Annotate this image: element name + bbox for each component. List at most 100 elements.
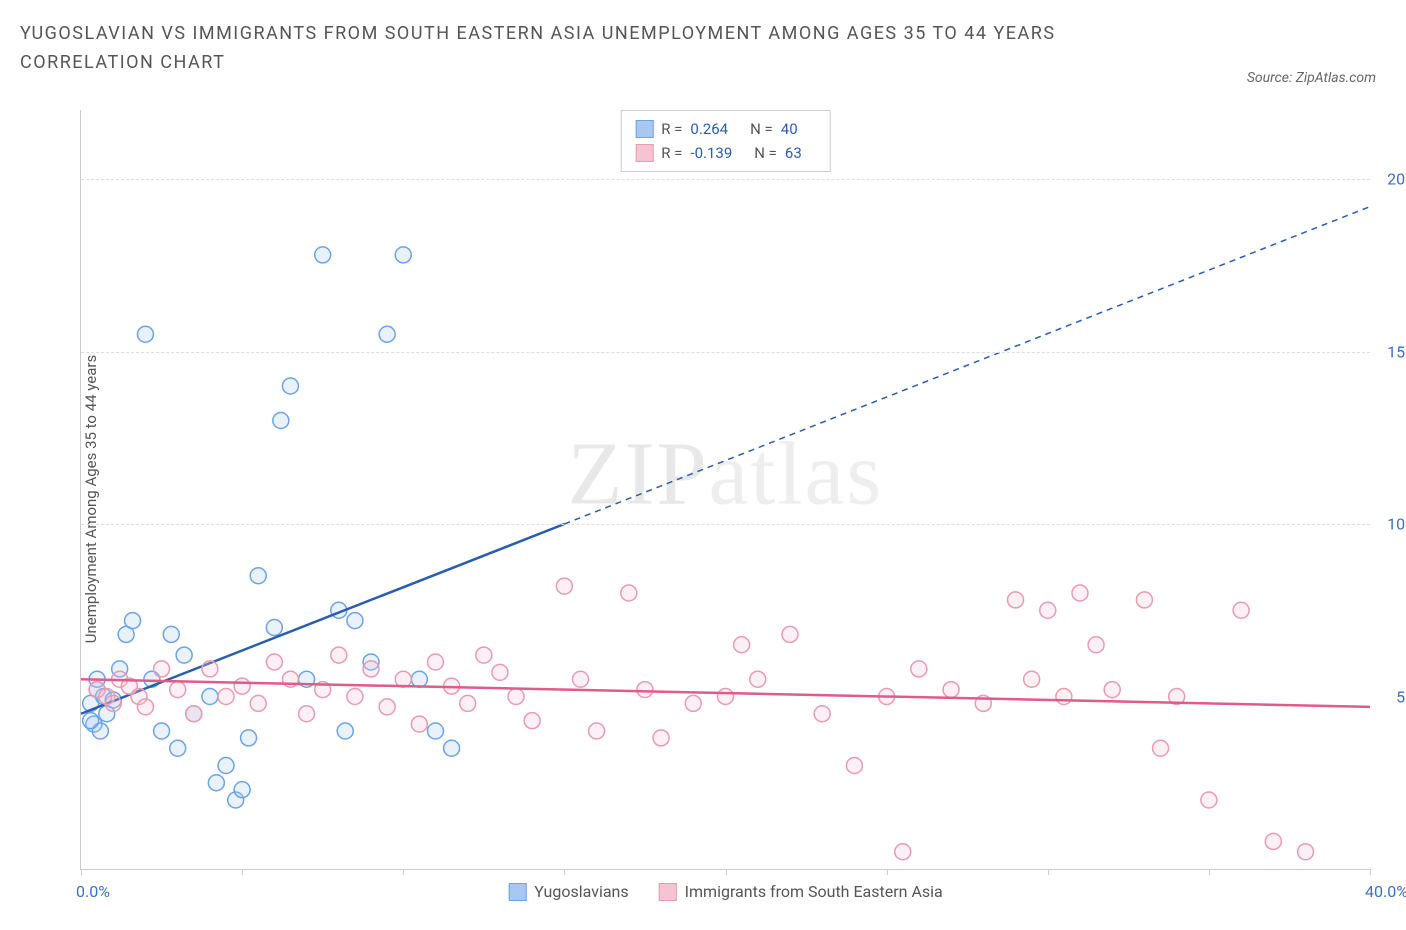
scatter-point-sea — [1040, 602, 1056, 618]
swatch-yugo — [635, 120, 653, 138]
scatter-point-yugo — [315, 247, 331, 263]
scatter-point-sea — [508, 689, 524, 705]
scatter-point-sea — [1088, 637, 1104, 653]
scatter-point-sea — [1072, 585, 1088, 601]
scatter-point-sea — [1008, 592, 1024, 608]
scatter-point-yugo — [444, 740, 460, 756]
scatter-point-yugo — [83, 713, 99, 729]
y-tick-label: 10.0% — [1387, 515, 1406, 534]
scatter-point-sea — [379, 699, 395, 715]
scatter-point-yugo — [125, 613, 141, 629]
scatter-point-sea — [347, 689, 363, 705]
x-tick — [1048, 869, 1049, 875]
scatter-point-sea — [1056, 689, 1072, 705]
scatter-point-yugo — [241, 730, 257, 746]
scatter-point-sea — [427, 654, 443, 670]
scatter-point-yugo — [154, 723, 170, 739]
scatter-point-sea — [1298, 844, 1314, 860]
gridline — [81, 524, 1370, 525]
x-tick — [81, 869, 82, 875]
correlation-legend: R = 0.264 N = 40 R = -0.139 N = 63 — [620, 110, 831, 172]
x-tick-label: 40.0% — [1365, 882, 1406, 901]
x-tick — [887, 869, 888, 875]
scatter-point-sea — [411, 716, 427, 732]
scatter-point-sea — [1136, 592, 1152, 608]
scatter-point-sea — [1104, 682, 1120, 698]
scatter-point-sea — [572, 671, 588, 687]
swatch-sea-bottom — [659, 883, 677, 901]
scatter-point-sea — [653, 730, 669, 746]
plot-svg — [81, 110, 1370, 869]
scatter-point-sea — [1265, 833, 1281, 849]
r-label: R = — [661, 117, 682, 141]
scatter-point-yugo — [218, 758, 234, 774]
scatter-point-yugo — [170, 740, 186, 756]
chart-title: YUGOSLAVIAN VS IMMIGRANTS FROM SOUTH EAS… — [20, 20, 1120, 78]
scatter-point-yugo — [395, 247, 411, 263]
scatter-point-sea — [266, 654, 282, 670]
scatter-point-yugo — [208, 775, 224, 791]
scatter-point-yugo — [347, 613, 363, 629]
legend-item-sea: Immigrants from South Eastern Asia — [659, 882, 943, 901]
scatter-point-sea — [492, 664, 508, 680]
scatter-point-yugo — [137, 326, 153, 342]
scatter-point-yugo — [163, 626, 179, 642]
scatter-point-sea — [911, 661, 927, 677]
scatter-point-sea — [234, 678, 250, 694]
scatter-point-sea — [1024, 671, 1040, 687]
y-tick-label: 15.0% — [1387, 342, 1406, 361]
x-tick — [564, 869, 565, 875]
scatter-point-sea — [363, 661, 379, 677]
x-tick — [1370, 869, 1371, 875]
legend-label-sea: Immigrants from South Eastern Asia — [685, 882, 943, 901]
x-tick — [726, 869, 727, 875]
n-label: N = — [754, 141, 777, 165]
r-label: R = — [661, 141, 682, 165]
x-tick — [403, 869, 404, 875]
n-label: N = — [750, 117, 773, 141]
scatter-point-sea — [105, 695, 121, 711]
scatter-point-sea — [137, 699, 153, 715]
scatter-point-sea — [1153, 740, 1169, 756]
gridline — [81, 179, 1370, 180]
x-tick-label: 0.0% — [76, 882, 110, 901]
scatter-point-yugo — [427, 723, 443, 739]
x-tick — [242, 869, 243, 875]
scatter-point-sea — [846, 758, 862, 774]
scatter-point-yugo — [250, 568, 266, 584]
scatter-point-sea — [331, 647, 347, 663]
n-value-sea: 63 — [785, 141, 802, 165]
scatter-point-sea — [734, 637, 750, 653]
y-tick-label: 5.0% — [1396, 687, 1406, 706]
scatter-point-sea — [895, 844, 911, 860]
swatch-sea — [635, 144, 653, 162]
source-text: Source: ZipAtlas.com — [1247, 70, 1376, 86]
legend-label-yugo: Yugoslavians — [534, 882, 628, 901]
scatter-point-yugo — [176, 647, 192, 663]
series-legend: Yugoslavians Immigrants from South Easte… — [508, 882, 943, 901]
scatter-point-sea — [589, 723, 605, 739]
scatter-point-sea — [1233, 602, 1249, 618]
scatter-point-sea — [524, 713, 540, 729]
r-value-sea: -0.139 — [690, 141, 732, 165]
scatter-point-yugo — [282, 378, 298, 394]
swatch-yugo-bottom — [508, 883, 526, 901]
y-tick-label: 20.0% — [1387, 170, 1406, 189]
gridline — [81, 352, 1370, 353]
scatter-point-sea — [154, 661, 170, 677]
trend-line-extrapolated-yugo — [564, 207, 1370, 524]
legend-row-yugo: R = 0.264 N = 40 — [635, 117, 816, 141]
scatter-point-sea — [814, 706, 830, 722]
scatter-point-sea — [1201, 792, 1217, 808]
scatter-point-yugo — [411, 671, 427, 687]
r-value-yugo: 0.264 — [690, 117, 728, 141]
scatter-point-sea — [170, 682, 186, 698]
scatter-point-yugo — [337, 723, 353, 739]
legend-item-yugo: Yugoslavians — [508, 882, 628, 901]
scatter-point-sea — [943, 682, 959, 698]
scatter-point-sea — [685, 695, 701, 711]
scatter-point-yugo — [266, 620, 282, 636]
x-tick — [1209, 869, 1210, 875]
scatter-point-sea — [621, 585, 637, 601]
scatter-point-sea — [250, 695, 266, 711]
